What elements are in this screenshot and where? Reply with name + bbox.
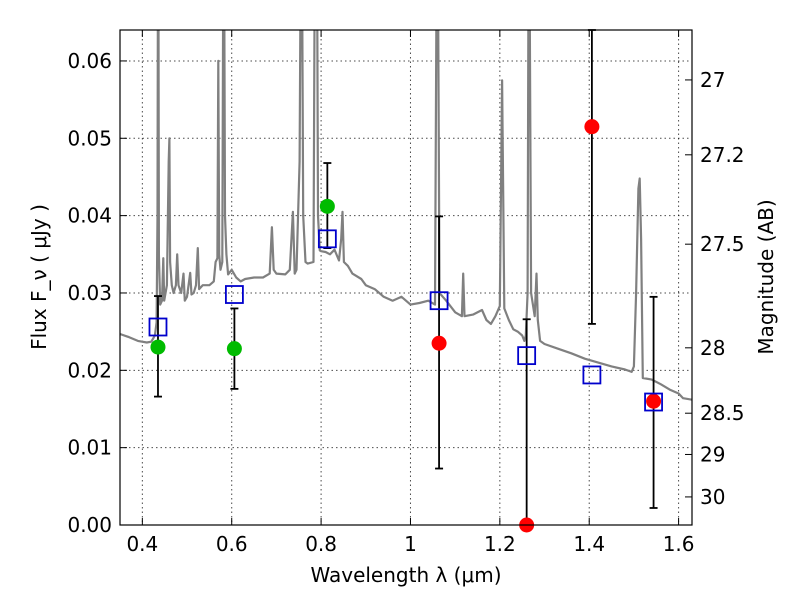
- observed-flux-marker: [150, 339, 166, 355]
- model-square-marker: [224, 285, 244, 304]
- right-tick-label: 28.5: [700, 401, 745, 425]
- model-square-marker: [644, 392, 663, 412]
- y-tick-label: 0.05: [67, 126, 112, 150]
- right-tick-label: 28: [700, 336, 725, 360]
- right-tick-label: 27.5: [700, 232, 745, 256]
- model-spectrum-line: [120, 30, 692, 401]
- x-tick-label: 0.8: [305, 532, 337, 556]
- right-tick-label: 30: [700, 485, 725, 509]
- right-tick-label: 29: [700, 442, 725, 466]
- model-square-marker: [317, 229, 337, 249]
- y-axis-label: Flux F_ν ( μJy ): [27, 204, 51, 350]
- observed-flux-marker: [646, 393, 662, 409]
- x-tick-label: 0.6: [216, 532, 248, 556]
- y-tick-label: 0.01: [67, 436, 112, 460]
- y-tick-label: 0.04: [67, 204, 112, 228]
- y-tick-label: 0.00: [67, 513, 112, 537]
- observed-flux-marker: [584, 119, 600, 135]
- model-square-marker: [429, 291, 449, 311]
- data-markers: [148, 119, 663, 533]
- x-tick-label: 0.4: [126, 532, 158, 556]
- grid-lines: [120, 30, 692, 526]
- x-tick-label: 1: [404, 532, 417, 556]
- plot-frame: [119, 29, 693, 526]
- right-axis-label: Magnitude (AB): [754, 199, 778, 354]
- observed-flux-marker: [319, 198, 335, 214]
- model-spectrum: [120, 30, 692, 401]
- observed-flux-marker: [226, 341, 242, 357]
- y-axis-label-text: Flux F_ν ( μJy ): [27, 204, 51, 350]
- observed-flux-marker: [431, 335, 447, 351]
- error-bars: [153, 29, 658, 526]
- x-tick-label: 1.6: [663, 532, 695, 556]
- model-square-marker: [148, 317, 168, 337]
- axis-ticks: 0.4 0.6 0.8 1 1.2 1.4 1.6 0.00 0.01 0.02 0.03 0.04 0…: [67, 30, 745, 556]
- y-tick-label: 0.06: [67, 49, 112, 73]
- x-axis-label: Wavelength λ (μm): [310, 563, 501, 587]
- right-tick-label: 27: [700, 68, 725, 92]
- model-square-marker: [517, 346, 537, 366]
- y-tick-label: 0.03: [67, 281, 112, 305]
- y-tick-label: 0.02: [67, 358, 112, 382]
- x-tick-label: 1.2: [484, 532, 516, 556]
- model-square-marker: [582, 365, 602, 385]
- x-tick-label: 1.4: [573, 532, 605, 556]
- right-tick-label: 27.2: [700, 143, 745, 167]
